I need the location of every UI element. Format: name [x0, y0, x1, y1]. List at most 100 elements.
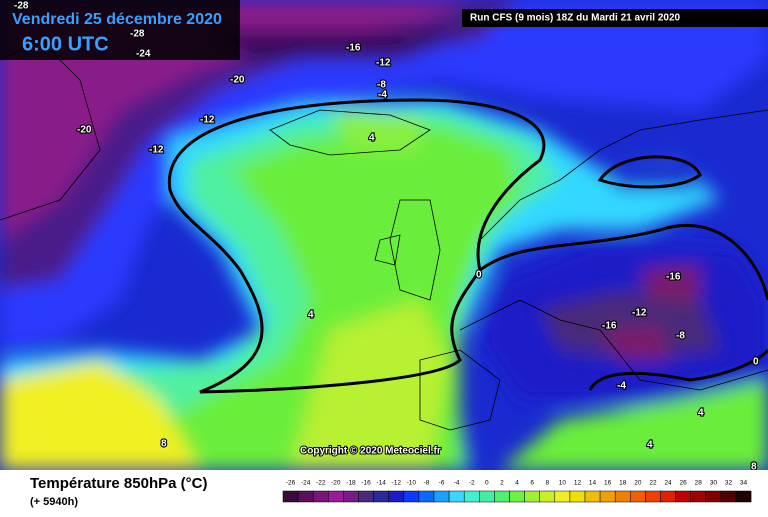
contour-label: 4	[369, 133, 375, 144]
scale-swatch	[614, 490, 631, 503]
contour-label: 0	[753, 357, 759, 368]
contour-label: -16	[666, 272, 681, 283]
scale-swatch	[509, 490, 525, 503]
contour-label: 4	[308, 310, 314, 321]
scale-swatch	[373, 490, 389, 503]
contour-label: -12	[632, 308, 647, 319]
scale-swatch	[403, 490, 420, 503]
contour-label: 4	[647, 440, 653, 451]
scale-tick-label: -12	[392, 480, 402, 487]
scale-swatch	[539, 490, 556, 503]
time: 6:00 UTC	[22, 33, 109, 55]
lead-time: (+ 5940h)	[30, 496, 78, 508]
scale-swatch	[584, 490, 601, 503]
scale-tick-label: 34	[740, 480, 748, 487]
contour-label: 8	[751, 462, 757, 473]
copyright: Copyright © 2020 Meteociel.fr	[300, 446, 441, 457]
scale-tick-label: -18	[346, 480, 356, 487]
scale-swatch	[524, 490, 540, 503]
contour-label: -28	[130, 29, 145, 40]
contour-label: 4	[698, 408, 704, 419]
scale-tick-label: 18	[619, 480, 627, 487]
scale-swatch	[343, 490, 359, 503]
scale-tick-label: 6	[530, 480, 534, 487]
scale-swatch	[328, 490, 344, 503]
scale-tick-label: 20	[634, 480, 642, 487]
temperature-field	[0, 0, 768, 470]
contour-label: -8	[377, 80, 386, 91]
contour-label: 8	[161, 439, 167, 450]
scale-swatch	[660, 490, 676, 503]
scale-tick-label: -14	[376, 480, 386, 487]
scale-tick-label: -22	[316, 480, 326, 487]
scale-tick-label: 16	[604, 480, 612, 487]
scale-swatch	[645, 490, 661, 503]
contour-label: -8	[676, 331, 685, 342]
scale-tick-label: 12	[574, 480, 582, 487]
scale-swatch	[479, 490, 495, 503]
title: Vendredi 25 décembre 2020	[12, 11, 222, 28]
contour-label: -4	[378, 90, 387, 101]
run-info: Run CFS (9 mois) 18Z du Mardi 21 avril 2…	[470, 13, 681, 24]
scale-swatch	[675, 490, 691, 503]
scale-swatch	[599, 490, 616, 503]
scale-tick-label: -16	[361, 480, 371, 487]
legend-title: Température 850hPa (°C)	[30, 475, 207, 492]
contour-label: -20	[77, 125, 92, 136]
scale-tick-label: -10	[407, 480, 417, 487]
scale-swatch	[463, 490, 480, 503]
contour-label: -16	[346, 43, 361, 54]
scale-swatch	[418, 490, 435, 503]
scale-tick-label: 22	[649, 480, 657, 487]
scale-swatch	[494, 490, 510, 503]
contour-label: -4	[617, 381, 626, 392]
scale-swatch	[297, 490, 314, 503]
coastlines	[0, 39, 768, 431]
scale-swatch	[690, 490, 707, 503]
scale-swatch	[433, 490, 450, 503]
color-scale: -26 -24 -22 -20 -18 -16 -14 -12 -10 -8 -6 -4 -2 0 2 4 6 8…	[282, 480, 752, 503]
scale-swatch	[282, 490, 299, 503]
scale-swatch	[705, 490, 722, 503]
scale-tick-label: 2	[500, 480, 504, 487]
scale-tick-label: 26	[680, 480, 688, 487]
header-box	[0, 0, 240, 60]
contour-label: -20	[230, 75, 245, 86]
contour-label: -12	[376, 58, 391, 69]
contour-lines	[167, 98, 768, 394]
scale-swatch	[630, 490, 646, 503]
scale-tick-label: -8	[424, 480, 430, 487]
scale-tick-label: -24	[301, 480, 311, 487]
scale-swatch	[388, 490, 405, 503]
scale-swatch	[448, 490, 465, 503]
scale-tick-label: -2	[469, 480, 475, 487]
scale-tick-label: -26	[286, 480, 296, 487]
contour-label: -28	[14, 1, 29, 12]
scale-swatch	[735, 490, 752, 503]
scale-tick-label: 0	[485, 480, 489, 487]
scale-tick-label: 4	[515, 480, 519, 487]
run-box	[462, 9, 768, 27]
scale-tick-label: -6	[439, 480, 445, 487]
contour-labels: -28-28-24-16-12-8-4-20-12-20-12404-16-16…	[13, 0, 760, 474]
scale-tick-label: 32	[725, 480, 733, 487]
contour-label: -12	[149, 145, 164, 156]
scale-tick-label: -20	[331, 480, 341, 487]
scale-swatch	[312, 490, 329, 503]
scale-swatch	[358, 490, 374, 503]
scale-tick-label: 30	[710, 480, 718, 487]
scale-tick-label: 8	[545, 480, 549, 487]
scale-tick-label: 28	[695, 480, 703, 487]
scale-swatch	[554, 490, 571, 503]
scale-tick-label: 24	[664, 480, 672, 487]
scale-swatch	[720, 490, 737, 503]
contour-label: -24	[136, 49, 151, 60]
scale-tick-label: 14	[589, 480, 597, 487]
contour-label: -12	[200, 115, 215, 126]
scale-swatch	[569, 490, 586, 503]
contour-label: 0	[476, 270, 482, 281]
scale-tick-label: 10	[559, 480, 567, 487]
scale-tick-label: -4	[454, 480, 460, 487]
